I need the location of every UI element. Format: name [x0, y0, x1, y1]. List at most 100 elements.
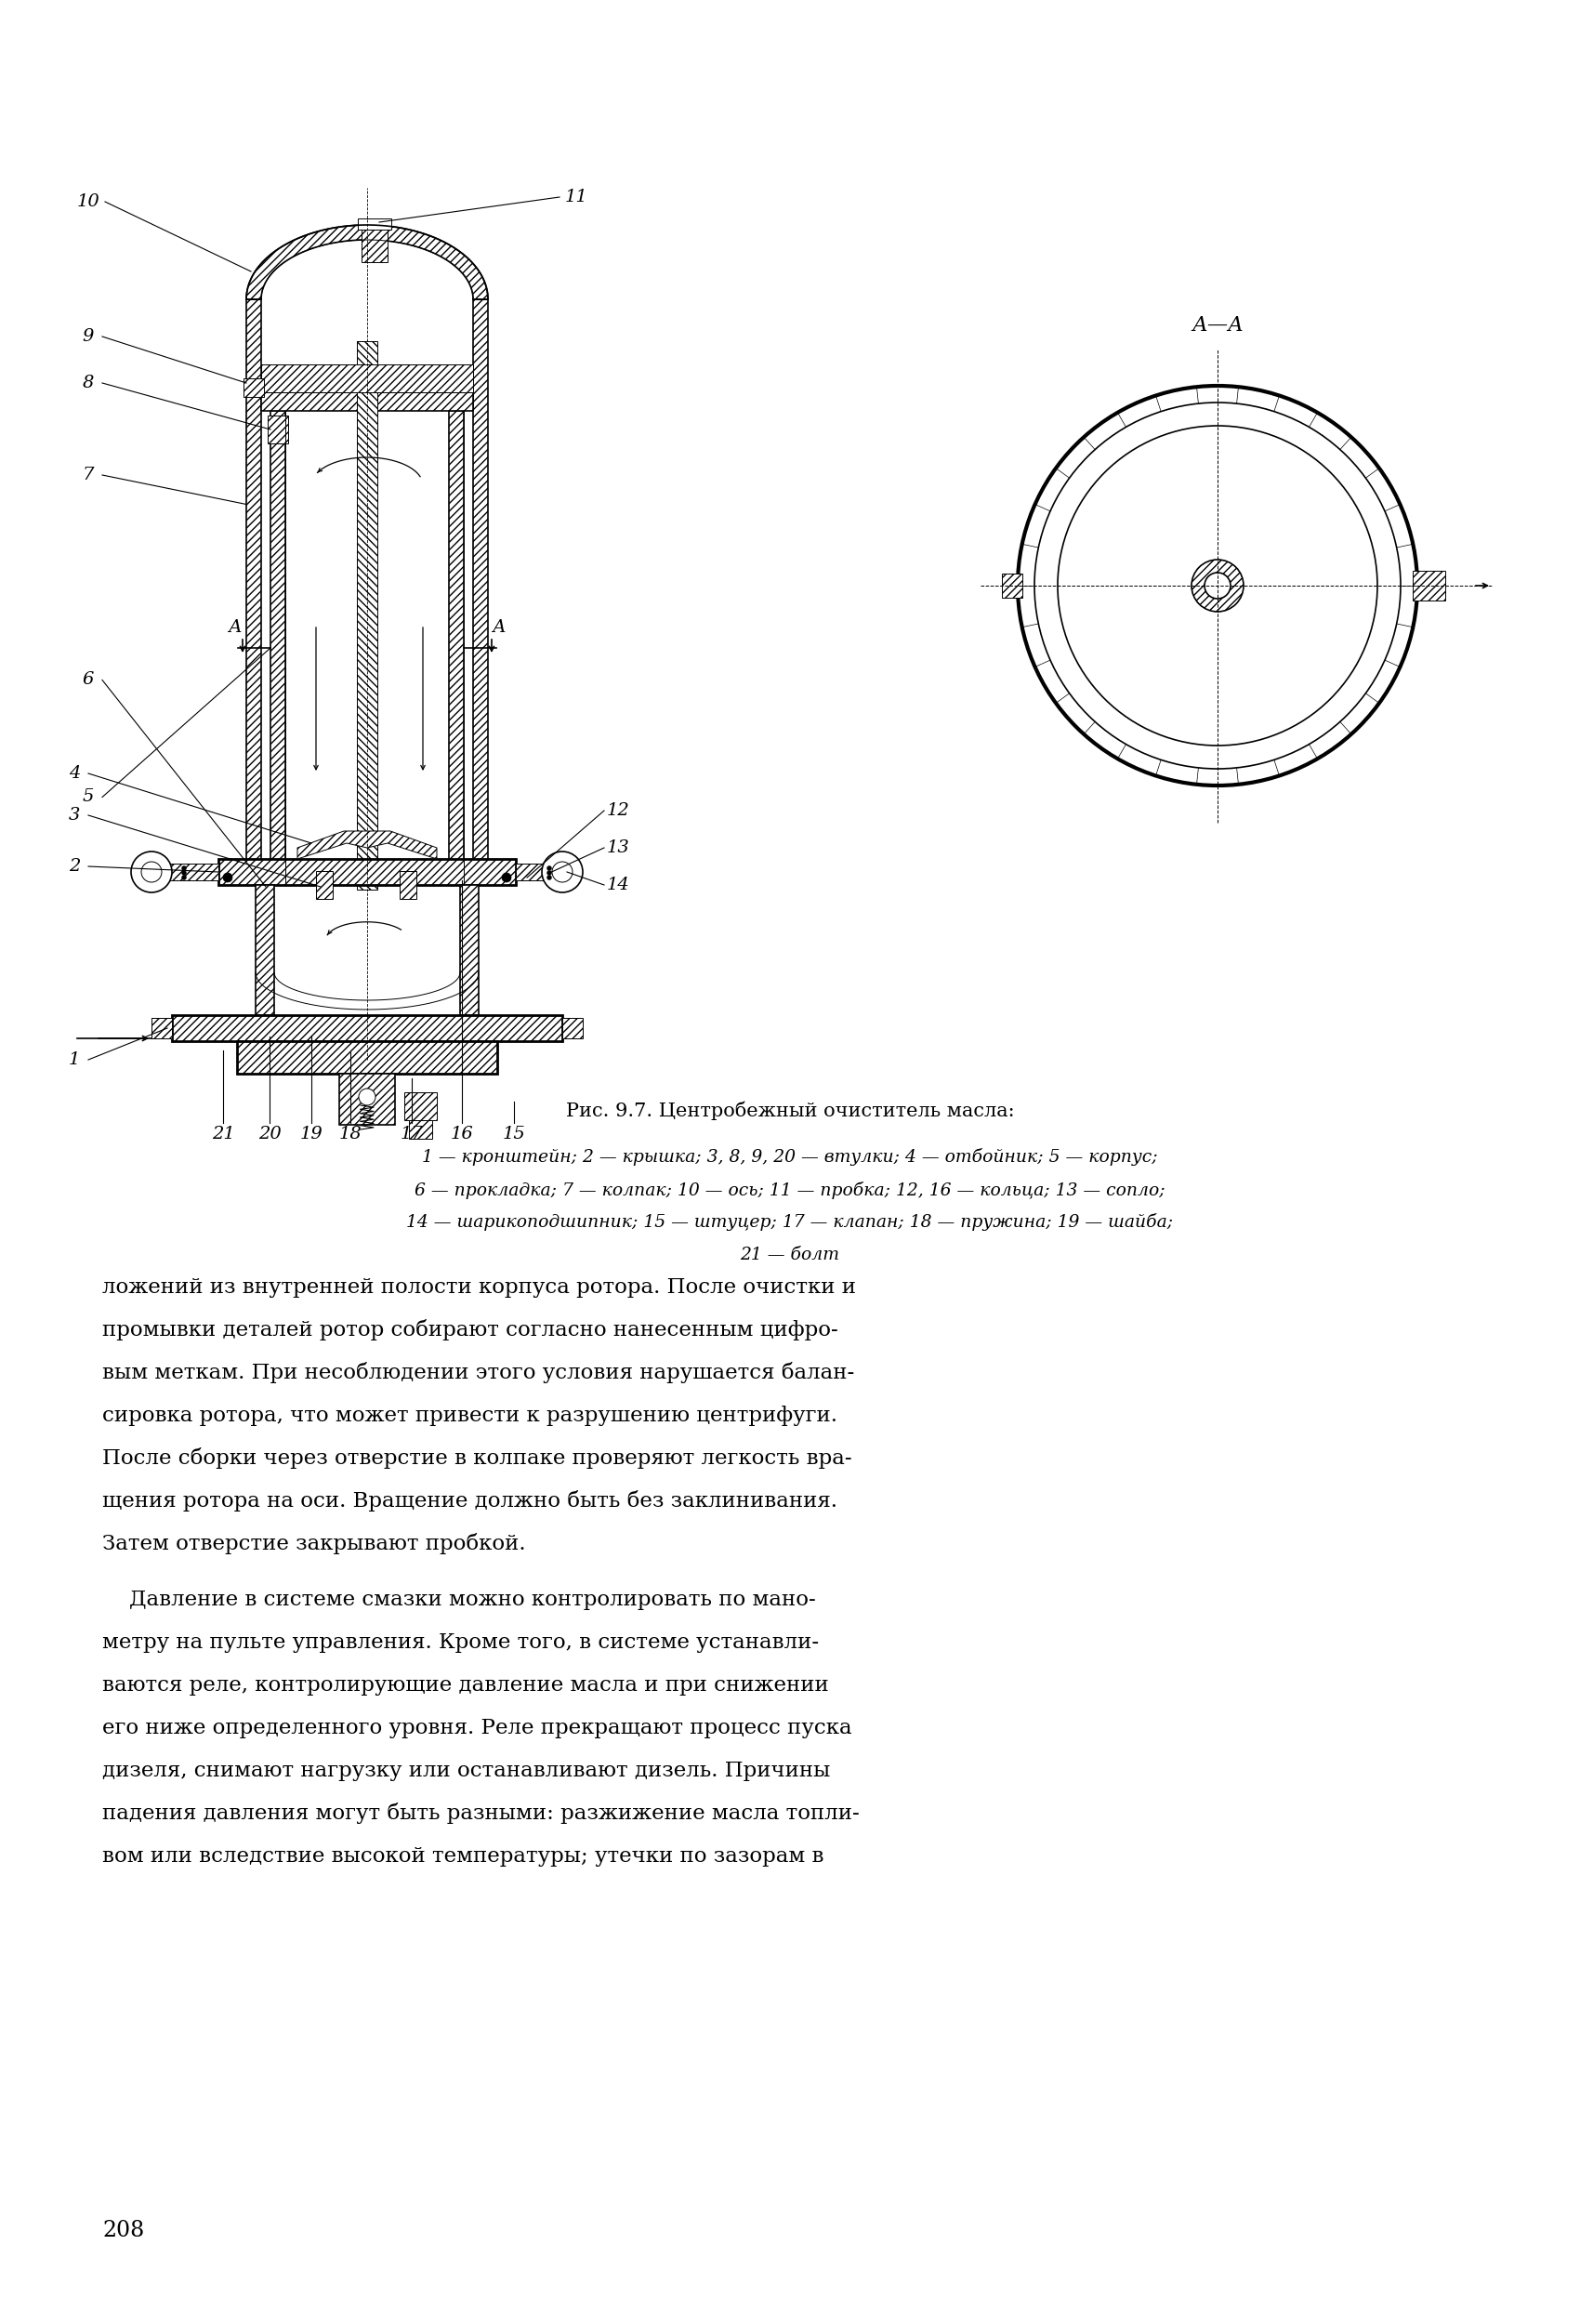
Bar [243, 379, 264, 397]
Text: 17: 17 [400, 1125, 423, 1143]
Circle shape [182, 867, 186, 872]
Bar [243, 379, 264, 397]
Bar [1002, 574, 1022, 597]
Bar [167, 865, 218, 881]
Bar [460, 885, 479, 1016]
Bar [267, 416, 288, 444]
Bar [340, 1074, 395, 1125]
Text: щения ротора на оси. Вращение должно быть без заклинивания.: щения ротора на оси. Вращение должно быт… [103, 1490, 837, 1513]
Text: Давление в системе смазки можно контролировать по мано-: Давление в системе смазки можно контроли… [103, 1590, 815, 1611]
Bar [270, 411, 286, 885]
Text: 6: 6 [82, 672, 95, 688]
Circle shape [502, 874, 512, 883]
Text: 14 — шарикоподшипник; 15 — штуцер; 17 — клапан; 18 — пружина; 19 — шайба;: 14 — шарикоподшипник; 15 — штуцер; 17 — … [406, 1213, 1174, 1232]
Bar [152, 1018, 172, 1039]
Text: 1 — кронштейн; 2 — крышка; 3, 8, 9, 20 — втулки; 4 — отбойник; 5 — корпус;: 1 — кронштейн; 2 — крышка; 3, 8, 9, 20 —… [422, 1148, 1158, 1167]
Circle shape [131, 851, 172, 892]
Bar [256, 885, 275, 1016]
Text: ложений из внутренней полости корпуса ротора. После очистки и: ложений из внутренней полости корпуса ро… [103, 1278, 856, 1297]
Bar [237, 1041, 498, 1074]
Text: промывки деталей ротор собирают согласно нанесенным цифро-: промывки деталей ротор собирают согласно… [103, 1320, 837, 1341]
Circle shape [359, 1088, 376, 1106]
Text: 21: 21 [212, 1125, 234, 1143]
Circle shape [1204, 572, 1231, 600]
Text: А—А: А—А [1191, 316, 1243, 335]
Bar [357, 218, 392, 230]
Text: 208: 208 [103, 2219, 144, 2243]
Bar [316, 872, 333, 899]
Bar [515, 865, 567, 881]
Bar [152, 1018, 172, 1039]
Bar [409, 1120, 433, 1139]
Bar [404, 1092, 436, 1120]
Circle shape [1191, 560, 1243, 611]
Bar [261, 393, 472, 411]
Bar [449, 411, 465, 885]
Text: 18: 18 [338, 1125, 362, 1143]
Bar [261, 365, 472, 393]
Text: А: А [493, 618, 506, 637]
Bar [362, 230, 387, 263]
Text: 1: 1 [68, 1050, 81, 1069]
Bar [172, 1016, 562, 1041]
Bar [357, 342, 378, 890]
Bar [515, 865, 567, 881]
Bar [246, 300, 261, 885]
Bar [261, 393, 472, 411]
Text: 3: 3 [68, 806, 81, 823]
Text: Затем отверстие закрывают пробкой.: Затем отверстие закрывают пробкой. [103, 1534, 526, 1555]
Text: 15: 15 [502, 1125, 526, 1143]
Bar [460, 885, 479, 1016]
Bar [472, 300, 488, 885]
Text: 20: 20 [258, 1125, 281, 1143]
Text: 4: 4 [68, 765, 81, 781]
Text: А: А [228, 618, 242, 637]
Bar [562, 1018, 583, 1039]
Bar [246, 300, 261, 885]
Text: метру на пульте управления. Кроме того, в системе устанавли-: метру на пульте управления. Кроме того, … [103, 1631, 818, 1652]
Circle shape [182, 872, 186, 876]
Text: 6 — прокладка; 7 — колпак; 10 — ось; 11 — пробка; 12, 16 — кольца; 13 — сопло;: 6 — прокладка; 7 — колпак; 10 — ось; 11 … [414, 1181, 1166, 1199]
Bar [400, 872, 417, 899]
Text: 2: 2 [68, 858, 81, 874]
Bar [340, 1074, 395, 1125]
Bar [472, 300, 488, 885]
Bar [1002, 574, 1022, 597]
Text: 13: 13 [607, 839, 629, 855]
PathPatch shape [246, 225, 488, 300]
Bar [172, 1016, 562, 1041]
Text: 5: 5 [82, 788, 95, 806]
Text: 21 — болт: 21 — болт [741, 1246, 839, 1264]
Bar [267, 416, 288, 444]
Bar [270, 411, 286, 885]
Text: сировка ротора, что может привести к разрушению центрифуги.: сировка ротора, что может привести к раз… [103, 1406, 837, 1427]
Text: 9: 9 [82, 328, 95, 344]
Text: 19: 19 [300, 1125, 322, 1143]
Text: Рис. 9.7. Центробежный очиститель масла:: Рис. 9.7. Центробежный очиститель масла: [566, 1102, 1014, 1120]
Bar [449, 411, 465, 885]
Bar [1413, 572, 1446, 600]
Text: 8: 8 [82, 374, 95, 390]
Text: 7: 7 [82, 467, 95, 483]
Bar [237, 1041, 498, 1074]
Bar [1413, 572, 1446, 600]
Bar [409, 1120, 433, 1139]
Polygon shape [297, 832, 436, 860]
Text: 11: 11 [564, 188, 588, 205]
Text: падения давления могут быть разными: разжижение масла топли-: падения давления могут быть разными: раз… [103, 1803, 860, 1824]
Text: 16: 16 [450, 1125, 474, 1143]
Circle shape [547, 872, 551, 876]
Bar [404, 1092, 436, 1120]
Bar [562, 1018, 583, 1039]
Text: 14: 14 [607, 876, 629, 892]
Circle shape [547, 867, 551, 872]
Bar [261, 365, 472, 393]
Text: вом или вследствие высокой температуры; утечки по зазорам в: вом или вследствие высокой температуры; … [103, 1845, 823, 1866]
Circle shape [223, 874, 232, 883]
Bar [316, 872, 333, 899]
Text: вым меткам. При несоблюдении этого условия нарушается балан-: вым меткам. При несоблюдении этого услов… [103, 1362, 855, 1383]
Circle shape [542, 851, 583, 892]
Text: его ниже определенного уровня. Реле прекращают процесс пуска: его ниже определенного уровня. Реле прек… [103, 1717, 852, 1738]
Circle shape [182, 876, 186, 881]
Bar [400, 872, 417, 899]
